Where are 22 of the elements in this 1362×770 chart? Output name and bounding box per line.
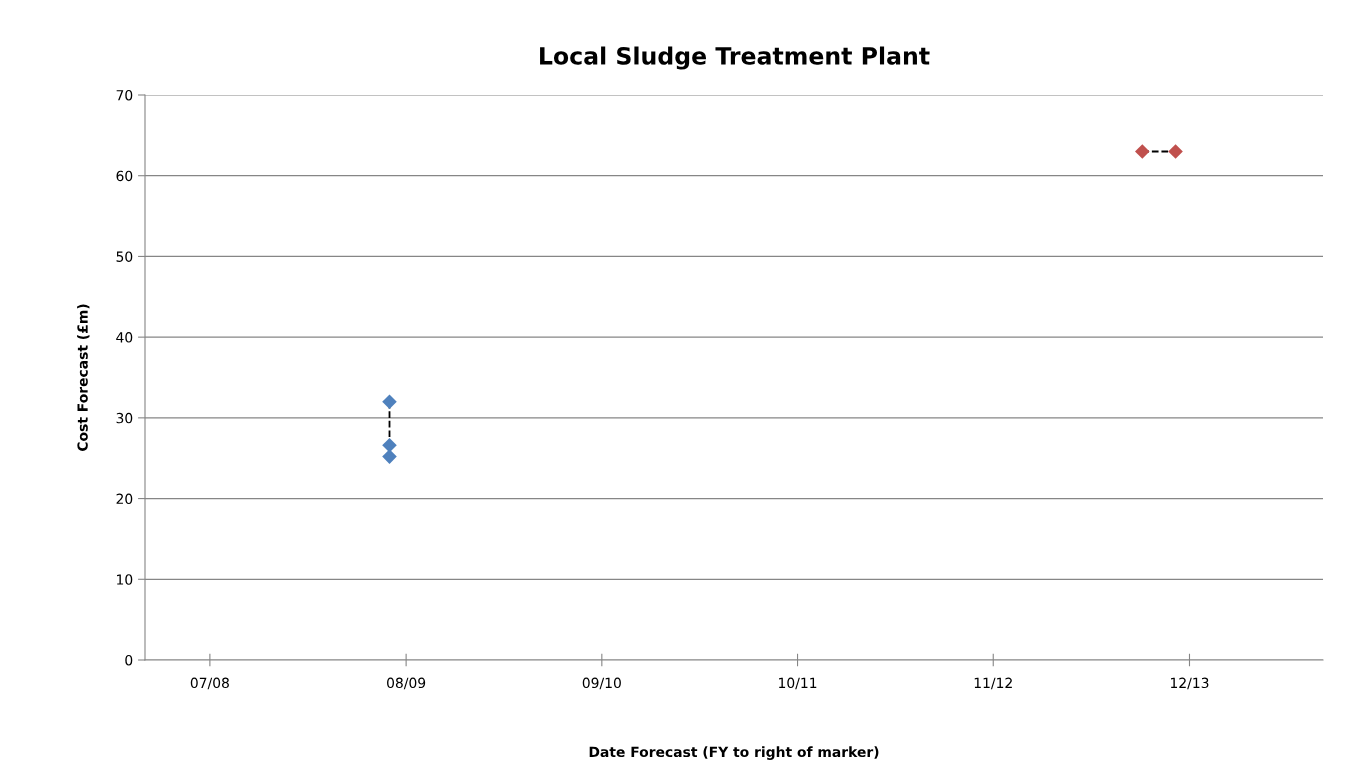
x-tick-label: 12/13 [1171, 677, 1209, 690]
y-tick-label: 70 [116, 89, 133, 101]
point [382, 438, 397, 453]
y-axis-title: Cost Forecast (£m) [77, 304, 90, 452]
point [1135, 144, 1150, 159]
x-tick-label: 08/09 [387, 677, 426, 690]
y-tick-label: 30 [116, 412, 133, 424]
y-tick-label: 60 [116, 170, 133, 182]
point [382, 394, 397, 409]
x-tick-label: 10/11 [779, 677, 817, 690]
y-tick-label: 0 [125, 654, 133, 666]
point [1168, 144, 1183, 159]
x-tick-label: 09/10 [582, 677, 621, 690]
y-tick-label: 50 [116, 251, 133, 262]
y-tick-label: 10 [117, 574, 133, 585]
x-tick-label: 11/12 [974, 677, 1012, 690]
x-tick-label: 07/08 [190, 677, 229, 690]
y-tick-label: 40 [116, 332, 133, 343]
point [382, 449, 397, 464]
chart-title: Local Sludge Treatment Plant [540, 46, 930, 70]
y-tick-label: 20 [116, 493, 133, 505]
x-axis-title: Date Forecast (FY to right of marker) [589, 746, 879, 760]
